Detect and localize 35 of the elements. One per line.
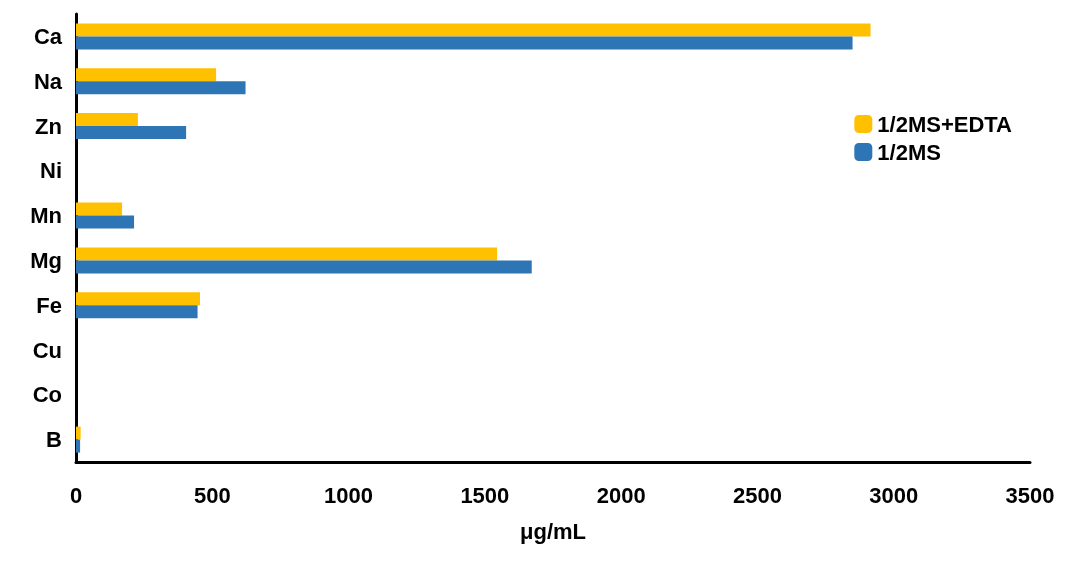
y-tick-label: Na: [33, 68, 63, 94]
bar: [76, 68, 217, 82]
y-tick-label: Mg: [30, 247, 62, 273]
bar: [76, 23, 871, 37]
y-tick-label: Mn: [30, 203, 62, 229]
x-tick-label: 500: [193, 482, 231, 508]
x-axis-title: μg/mL: [519, 518, 587, 544]
bar: [76, 439, 81, 453]
y-tick-label: Co: [32, 382, 62, 408]
legend-label: 1/2MS+EDTA: [877, 111, 1013, 137]
bar: [76, 81, 246, 95]
y-tick-label: Fe: [36, 292, 62, 318]
x-tick-label: 1000: [324, 482, 374, 508]
bar: [76, 426, 81, 440]
bar: [76, 215, 135, 229]
y-tick-label: Ca: [33, 23, 63, 49]
y-tick-label: Cu: [32, 337, 62, 363]
bar: [76, 305, 198, 319]
bar: [76, 202, 123, 216]
x-tick-label: 1500: [460, 482, 510, 508]
x-tick-label: 0: [69, 482, 83, 508]
x-tick-label: 2500: [732, 482, 782, 508]
x-tick-label: 3500: [1005, 482, 1055, 508]
bar: [76, 247, 498, 261]
bar: [76, 113, 138, 126]
bar: [76, 292, 201, 306]
x-tick-label: 2000: [596, 482, 646, 508]
y-tick-label: B: [46, 427, 62, 453]
x-tick-label: 3000: [869, 482, 919, 508]
bar: [76, 126, 187, 139]
y-tick-label: Ni: [40, 158, 62, 184]
bar: [76, 260, 532, 274]
bar: [76, 36, 853, 50]
legend-label: 1/2MS: [877, 139, 941, 165]
y-tick-label: Zn: [35, 113, 62, 139]
